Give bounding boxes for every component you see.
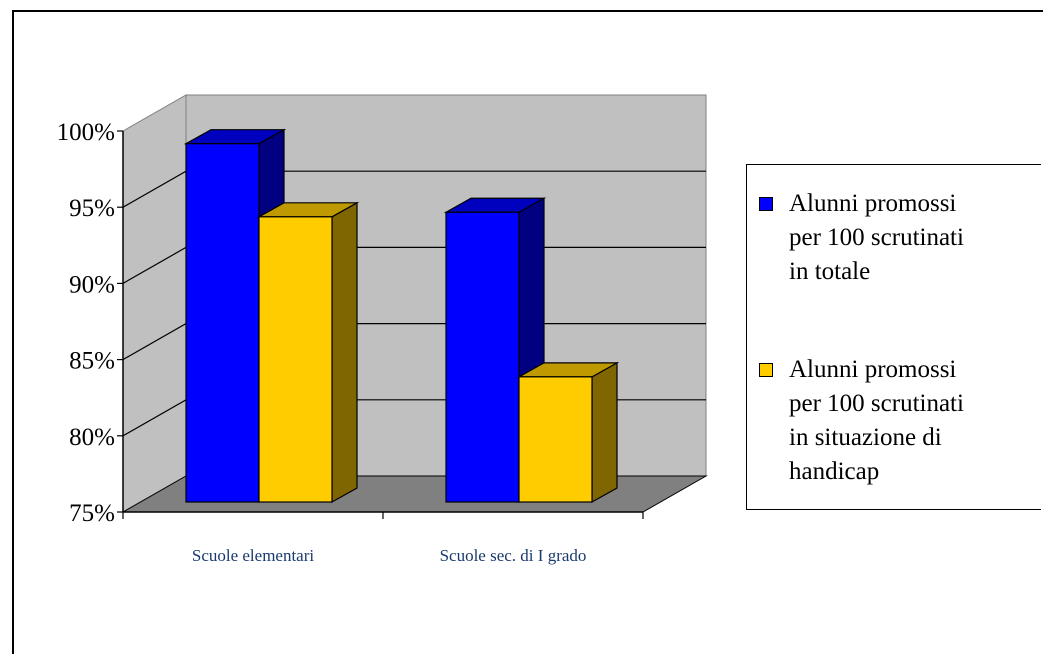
bar-side	[331, 201, 358, 504]
side-wall	[122, 94, 187, 513]
y-tick-label: 75%	[69, 500, 115, 527]
x-category-label: Scuole sec. di I grado	[440, 546, 587, 565]
bar-side	[591, 361, 618, 504]
y-tick-label: 80%	[69, 424, 115, 451]
legend-swatch-blue	[759, 197, 773, 211]
y-tick-label: 100%	[57, 119, 115, 146]
legend-label: Alunni promossi per 100 scrutinati in si…	[789, 356, 964, 485]
bar-front	[445, 211, 520, 503]
x-category-label: Scuole elementari	[192, 546, 315, 565]
y-tick-label: 85%	[69, 348, 115, 375]
bar	[516, 361, 620, 504]
y-tick-label: 95%	[69, 195, 115, 222]
y-tick-label: 90%	[69, 271, 115, 298]
chart-frame	[12, 10, 1043, 654]
bar-front	[185, 143, 260, 503]
bar-front	[518, 376, 593, 503]
legend-swatch-yellow	[759, 363, 773, 377]
chart-legend: Alunni promossi per 100 scrutinati in to…	[746, 164, 1041, 510]
legend-label: Alunni promossi per 100 scrutinati in to…	[789, 190, 964, 285]
bar-front	[258, 216, 333, 503]
bar	[256, 201, 360, 504]
